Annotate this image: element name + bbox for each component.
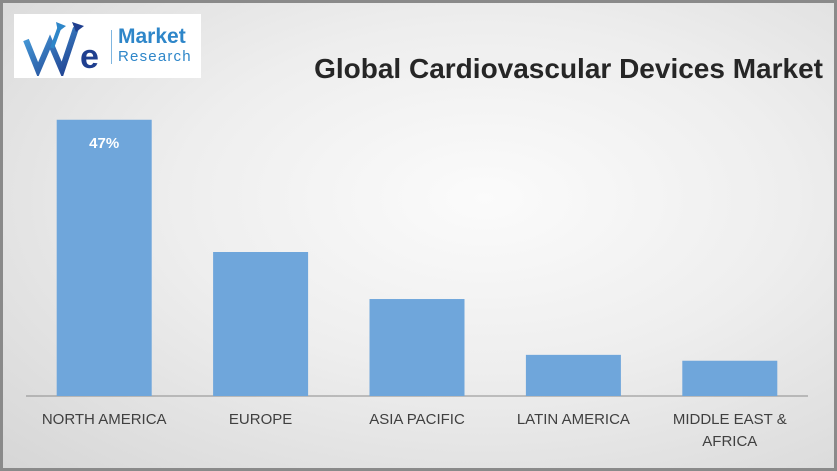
svg-text:e: e — [80, 38, 99, 76]
logo-mark-icon: e — [23, 22, 99, 76]
data-label: 47% — [89, 135, 119, 152]
x-tick-label: ASIA PACIFIC — [369, 411, 465, 428]
x-tick-label: MIDDLE EAST & AFRICA — [672, 411, 787, 450]
bar-asia-pacific — [369, 299, 465, 396]
logo-divider — [111, 30, 112, 64]
bar-middle-east-africa — [682, 360, 778, 396]
logo-text-research: Research — [118, 48, 192, 65]
logo-text-market: Market — [118, 25, 186, 48]
company-logo: e Market Research — [14, 14, 201, 78]
x-tick-label: LATIN AMERICA — [516, 411, 630, 428]
bar-series: 47% — [56, 119, 778, 397]
chart-title: Global Cardiovascular Devices Market — [314, 53, 823, 84]
bar-north-america — [56, 119, 152, 397]
x-tick-label: NORTH AMERICA — [41, 411, 167, 428]
bar-europe — [213, 252, 309, 396]
x-tick-label: EUROPE — [228, 411, 293, 428]
bar-latin-america — [525, 354, 621, 396]
